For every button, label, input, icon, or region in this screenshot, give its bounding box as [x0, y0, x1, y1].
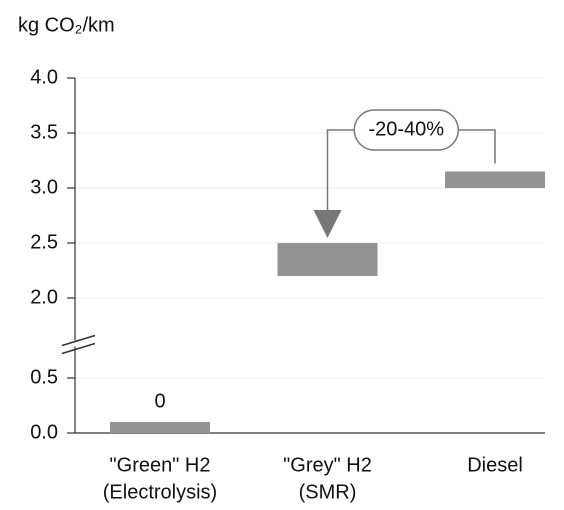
- y-tick-label: 0.5: [30, 366, 58, 388]
- y-tick-label: 2.5: [30, 231, 58, 253]
- y-tick-label: 2.0: [30, 286, 58, 308]
- annotation-box: [353, 109, 459, 151]
- x-tick-label: Diesel: [467, 454, 523, 476]
- range-bar: [445, 171, 545, 188]
- value-label: 0: [154, 390, 165, 412]
- axis-break: [61, 342, 96, 355]
- axis-title: kg CO₂/km: [18, 14, 115, 36]
- y-tick-label: 4.0: [30, 66, 58, 88]
- y-tick-label: 3.0: [30, 176, 58, 198]
- x-tick-label: (Electrolysis): [103, 481, 217, 503]
- x-tick-label: "Grey" H2: [283, 454, 372, 476]
- x-tick-label: (SMR): [299, 481, 357, 503]
- range-bar: [110, 422, 210, 433]
- y-tick-label: 3.5: [30, 121, 58, 143]
- y-tick-label: 0.0: [30, 421, 58, 443]
- annotation-arrowhead: [313, 210, 342, 238]
- annotation-text: -20-40%: [368, 118, 444, 140]
- x-tick-label: "Green" H2: [110, 454, 211, 476]
- axis-break: [61, 334, 96, 347]
- range-bar: [277, 243, 378, 276]
